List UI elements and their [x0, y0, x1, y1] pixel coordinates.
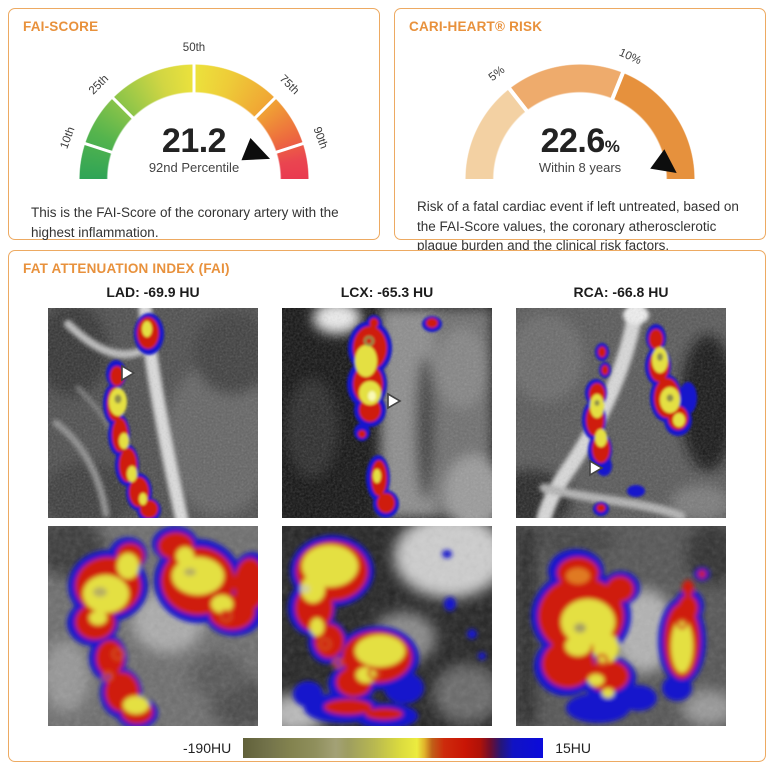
fai-score-description: This is the FAI-Score of the coronary ar…: [31, 205, 339, 240]
cari-heart-value-unit: %: [604, 137, 620, 156]
lcx-marker-arrowhead: [387, 392, 402, 410]
cari-heart-horizon: Within 8 years: [538, 160, 622, 175]
gauge-panels-row: FAI-SCORE 10th 25th 50th 75th 90th 21.2: [8, 8, 766, 253]
fai-score-gauge: 10th 25th 50th 75th 90th 21.2 92nd Perce…: [59, 42, 329, 179]
fai-score-percentile: 92nd Percentile: [148, 160, 240, 175]
rca-marker-arrowhead: [589, 459, 604, 477]
tick-label-50th: 50th: [182, 42, 206, 54]
vessel-image-grid: LAD: -69.9 HU: [9, 284, 765, 726]
fai-score-title: FAI-SCORE: [23, 19, 99, 34]
rca-header: RCA: -66.8 HU: [573, 284, 669, 300]
colorbar-max-label: 15HU: [555, 740, 592, 756]
tick-label-10th: 10th: [58, 125, 78, 151]
cari-heart-value-block: 22.6% Within 8 years: [465, 124, 695, 175]
ct-image-lad-long-axis: [48, 308, 258, 518]
ct-image-lcx-long-axis: [282, 308, 492, 518]
cari-heart-risk-title: CARI-HEART® RISK: [409, 19, 543, 34]
cari-heart-gauge-arc: [465, 64, 695, 179]
lad-marker-arrowhead: [121, 364, 136, 382]
lad-header: LAD: -69.9 HU: [106, 284, 200, 300]
fai-score-value: 21.2: [161, 122, 227, 160]
fai-score-panel: FAI-SCORE 10th 25th 50th 75th 90th 21.2: [8, 8, 380, 240]
fai-score-gauge-arc: [79, 64, 309, 179]
fat-attenuation-panel: FAT ATTENUATION INDEX (FAI) LAD: -69.9 H…: [8, 250, 766, 762]
cari-heart-value-number: 22.6: [540, 122, 606, 160]
colorbar-min-label: -190HU: [182, 740, 232, 756]
gauge-divider-50th: [192, 64, 196, 179]
hu-colorbar-row: -190HU 15HU: [9, 738, 765, 758]
vessel-column-lcx: LCX: -65.3 HU: [282, 284, 492, 726]
hu-colorbar: [243, 738, 544, 758]
lcx-header: LCX: -65.3 HU: [340, 284, 434, 300]
ct-image-lad-cross-section: [48, 526, 258, 726]
vessel-column-lad: LAD: -69.9 HU: [48, 284, 258, 726]
fai-score-value-block: 21.2 92nd Percentile: [79, 124, 309, 175]
cari-heart-value: 22.6%: [465, 124, 695, 158]
cari-heart-description: Risk of a fatal cardiac event if left un…: [417, 199, 739, 254]
cari-heart-risk-gauge: 5% 10% 22.6% Within 8 years: [465, 47, 695, 183]
vessel-column-rca: RCA: -66.8 HU: [516, 284, 726, 726]
cari-heart-risk-panel: CARI-HEART® RISK 5% 10% 22.6% Within 8 y…: [394, 8, 766, 253]
tick-label-90th: 90th: [310, 125, 330, 151]
ct-image-lcx-cross-section: [282, 526, 492, 726]
ct-image-rca-cross-section: [516, 526, 726, 726]
ct-image-rca-long-axis: [516, 308, 726, 518]
fat-attenuation-title: FAT ATTENUATION INDEX (FAI): [23, 261, 230, 276]
